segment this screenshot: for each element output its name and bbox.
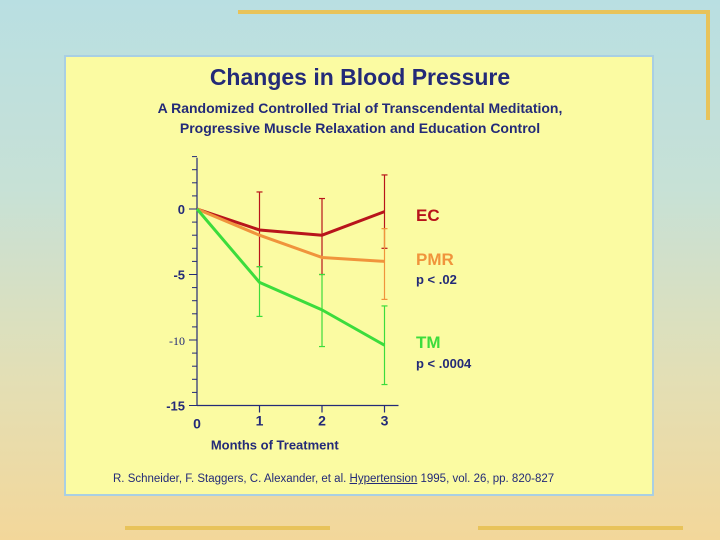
legend-label-tm: TM <box>416 333 441 352</box>
chart-title: Changes in Blood Pressure <box>209 64 511 90</box>
citation: R. Schneider, F. Staggers, C. Alexander,… <box>113 473 554 485</box>
citation-journal: Hypertension <box>349 473 418 485</box>
chart-axes <box>189 156 399 413</box>
chart-subtitle-line1: A Randomized Controlled Trial of Transce… <box>157 100 563 116</box>
x-axis-label: Months of Treatment <box>211 438 340 453</box>
decorative-bar-top <box>238 10 710 14</box>
decorative-bar-bottom-right <box>478 526 683 530</box>
decorative-bar-bottom-left <box>125 526 330 530</box>
legend-label-pmr: PMR <box>416 250 454 269</box>
series-line-ec <box>196 207 386 237</box>
y-tick-label: -15 <box>166 399 185 414</box>
series-line-pmr <box>196 207 385 263</box>
chart-series-lines <box>195 207 386 347</box>
x-tick-label: 2 <box>318 413 326 429</box>
y-tick-label: -10 <box>169 334 185 348</box>
y-tick-label: -5 <box>173 268 185 283</box>
chart-error-bars <box>256 174 388 386</box>
citation-authors: R. Schneider, F. Staggers, C. Alexander,… <box>113 473 347 485</box>
citation-details: 1995, vol. 26, pp. 820-827 <box>420 473 555 485</box>
series-line-tm <box>195 208 386 347</box>
slide-panel <box>64 55 654 496</box>
x-tick-label: 1 <box>256 413 264 429</box>
chart-subtitle-line2: Progressive Muscle Relaxation and Educat… <box>179 120 541 136</box>
p-value-annotation-tm: p < .0004 <box>416 356 472 371</box>
legend-label-ec: EC <box>416 206 440 225</box>
decorative-bar-right <box>706 10 710 120</box>
x-tick-label: 0 <box>193 416 201 432</box>
x-tick-label: 3 <box>381 413 389 429</box>
p-value-annotation-pmr: p < .02 <box>416 272 457 287</box>
y-tick-label: 0 <box>178 202 185 217</box>
chart-labels: 0 -5 -10 -15 0 1 2 3 Months of Treatment EC PMR p <… <box>166 202 472 453</box>
